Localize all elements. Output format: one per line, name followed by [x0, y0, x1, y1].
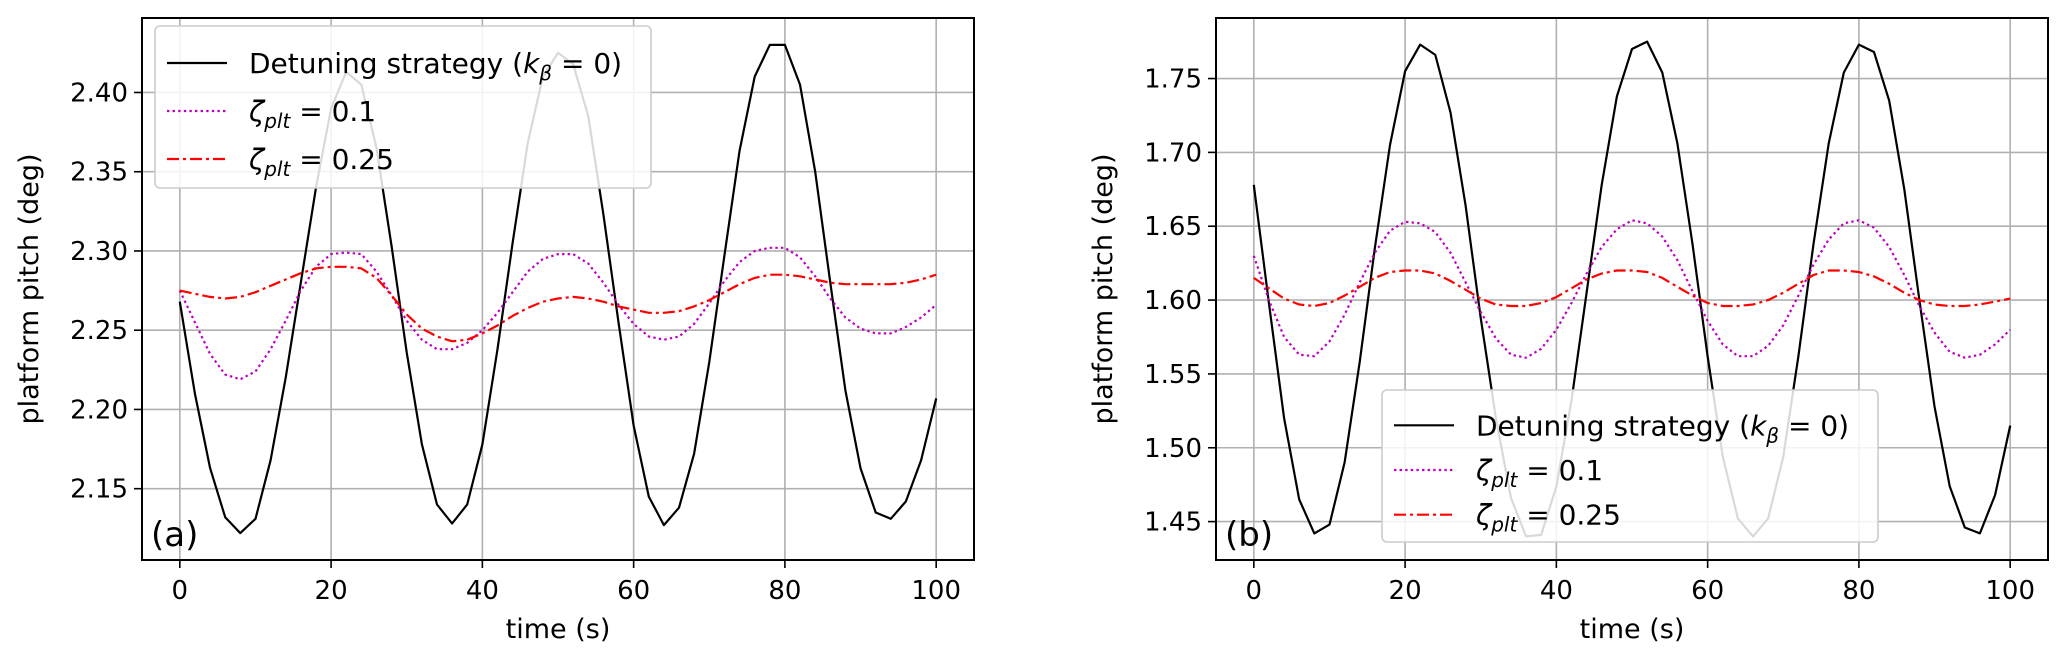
- legend-label-main: Detuning strategy (: [1476, 409, 1750, 442]
- legend-label-tail: = 0.1: [290, 95, 376, 128]
- legend-label-tail: = 0.25: [1517, 499, 1621, 532]
- y-tick-label: 1.70: [1144, 138, 1202, 168]
- legend-label-main: Detuning strategy (: [249, 47, 523, 80]
- x-tick-label: 60: [1691, 576, 1724, 606]
- legend-label-tail: = 0.1: [1517, 454, 1603, 487]
- x-tick-label: 100: [1985, 576, 2035, 606]
- legend-label-subscript: plt: [263, 109, 291, 133]
- y-tick-label: 2.25: [70, 316, 128, 346]
- x-tick-label: 80: [768, 576, 801, 606]
- legend-label-2: ζplt = 0.1: [1475, 454, 1603, 492]
- x-tick-label: 20: [1389, 576, 1422, 606]
- legend-label-3: ζplt = 0.25: [248, 143, 394, 181]
- legend-label-subscript: β: [538, 61, 552, 85]
- panel-b: 0 20 40 60 80 100 1.45 1.50 1.55 1.60 1.65 1.70 1.75…: [1088, 17, 2049, 645]
- legend-label-1: Detuning strategy (kβ = 0): [249, 47, 622, 85]
- y-tick-label: 1.45: [1144, 508, 1202, 538]
- x-tick-label: 100: [911, 576, 961, 606]
- panel-a: 0 20 40 60 80 100 2.15 2.20 2.25 2.30 2.35 2.40 time…: [14, 17, 975, 645]
- series-group: [1252, 40, 2012, 538]
- legend-label-symbol: ζ: [248, 143, 266, 176]
- legend-label-3: ζplt = 0.25: [1475, 499, 1621, 537]
- legend-label-subscript: β: [1765, 423, 1779, 447]
- legend-label-tail: = 0): [1779, 409, 1849, 442]
- legend-label-1: Detuning strategy (kβ = 0): [1476, 409, 1849, 447]
- panel-label: (a): [151, 515, 198, 555]
- series-line-2: [178, 246, 937, 381]
- series-line-3: [179, 265, 937, 343]
- legend-label-symbol: ζ: [1475, 499, 1493, 532]
- y-tick-label: 1.55: [1144, 360, 1202, 390]
- legend-label-symbol: ζ: [248, 95, 266, 128]
- y-tick-label: 1.75: [1144, 65, 1202, 95]
- y-tick-label: 1.60: [1144, 286, 1202, 316]
- panel-label: (b): [1225, 515, 1273, 555]
- y-axis-label: platform pitch (deg): [14, 153, 45, 424]
- y-tick-label: 1.65: [1144, 212, 1202, 242]
- series-line-2: [1252, 219, 2011, 359]
- x-tick-label: 40: [1540, 576, 1573, 606]
- legend-label-subscript: plt: [1490, 513, 1518, 537]
- x-axis-label: time (s): [506, 614, 611, 645]
- legend: Detuning strategy (kβ = 0)ζplt = 0.1ζplt…: [1381, 389, 1879, 543]
- legend-label-tail: = 0.25: [290, 143, 394, 176]
- y-tick-label: 2.20: [70, 395, 128, 425]
- x-tick-label: 80: [1842, 576, 1875, 606]
- y-tick-label: 1.50: [1144, 434, 1202, 464]
- legend-label-tail: = 0): [552, 47, 622, 80]
- plot-frame: [1215, 17, 2049, 561]
- legend-label-2: ζplt = 0.1: [248, 95, 376, 133]
- x-tick-label: 20: [315, 576, 348, 606]
- x-axis-label: time (s): [1580, 614, 1685, 645]
- series-line-3: [1253, 269, 2011, 308]
- y-tick-label: 2.40: [70, 78, 128, 108]
- y-tick-label: 2.30: [70, 237, 128, 267]
- x-tick-label: 60: [617, 576, 650, 606]
- legend-box: [154, 25, 652, 189]
- y-tick-label: 2.15: [70, 475, 128, 505]
- legend-label-subscript: plt: [1490, 468, 1518, 492]
- legend-label-subscript: plt: [263, 157, 291, 181]
- legend-label-symbol: k: [1750, 409, 1768, 442]
- legend: Detuning strategy (kβ = 0)ζplt = 0.1ζplt…: [154, 25, 652, 189]
- plot-frame: [141, 17, 975, 561]
- x-tick-label: 0: [172, 576, 189, 606]
- legend-box: [1381, 389, 1879, 543]
- legend-label-symbol: k: [523, 47, 541, 80]
- legend-label-symbol: ζ: [1475, 454, 1493, 487]
- x-tick-label: 40: [466, 576, 499, 606]
- x-tick-label: 0: [1246, 576, 1263, 606]
- y-axis-label: platform pitch (deg): [1088, 153, 1119, 424]
- y-tick-label: 2.35: [70, 158, 128, 188]
- series-line-1: [1252, 40, 2012, 538]
